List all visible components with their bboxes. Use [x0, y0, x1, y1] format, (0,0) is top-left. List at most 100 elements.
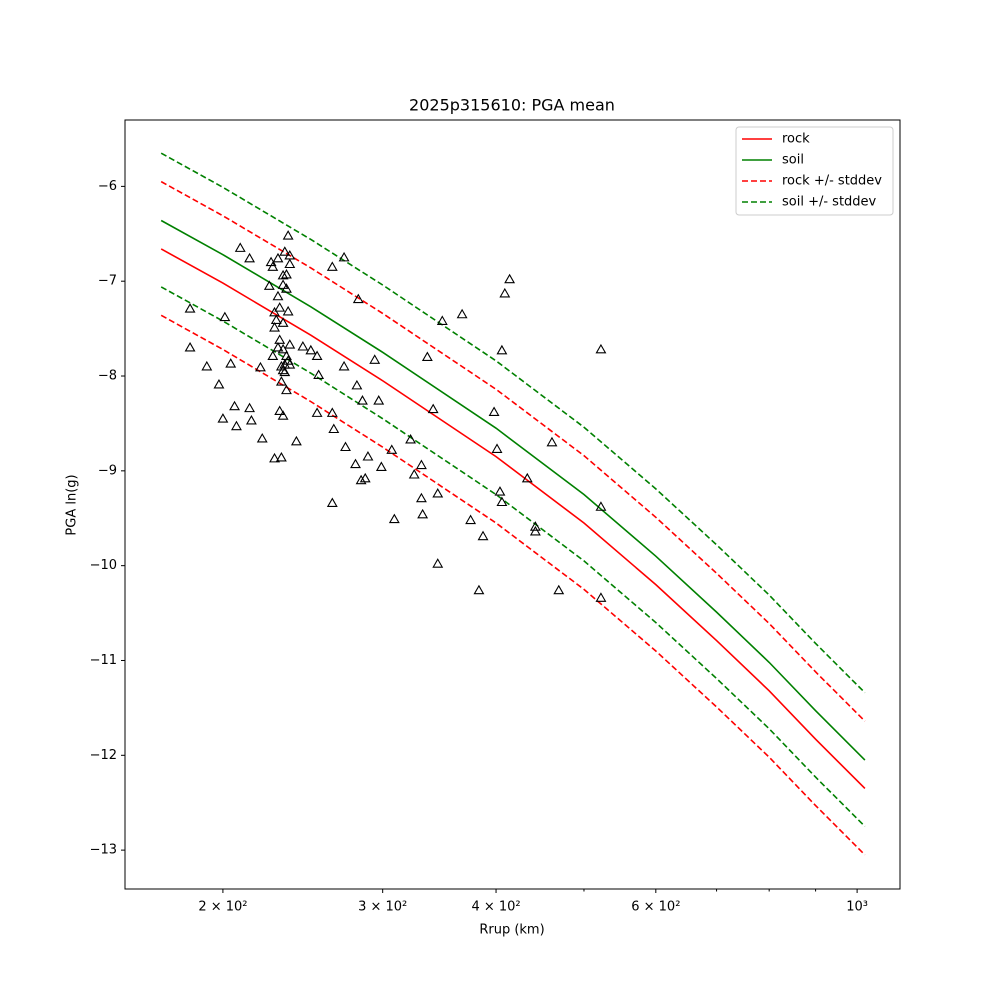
observation-marker — [290, 435, 302, 446]
x-tick-label: 10³ — [846, 900, 868, 915]
observation-marker — [231, 420, 242, 431]
observation-marker — [217, 413, 229, 423]
observation-marker — [277, 317, 289, 327]
observation-marker — [244, 402, 256, 413]
x-tick-label: 4 × 10² — [471, 900, 520, 915]
observation-marker — [274, 334, 286, 344]
observation-marker — [326, 407, 338, 417]
observation-marker — [284, 359, 296, 369]
observation-marker — [326, 261, 338, 271]
observation-marker — [255, 361, 266, 372]
observation-marker — [359, 472, 371, 483]
observation-marker — [284, 258, 296, 269]
observation-marker — [313, 369, 325, 379]
observation-marker — [595, 592, 607, 602]
observation-marker — [408, 469, 420, 479]
observation-marker — [432, 558, 444, 568]
line — [160, 219, 866, 761]
observation-marker — [362, 451, 374, 461]
observation-marker — [386, 444, 398, 454]
observation-marker — [277, 410, 289, 420]
y-axis-label: PGA ln(g) — [65, 474, 80, 535]
observation-marker — [388, 513, 400, 524]
observation-marker — [275, 451, 287, 462]
observation-marker — [350, 458, 361, 469]
observation-marker — [270, 314, 282, 324]
observation-marker — [357, 395, 368, 405]
y-tick-label: −6 — [98, 179, 117, 194]
observation-marker — [244, 252, 256, 263]
legend-label: rock +/- stddev — [782, 174, 882, 189]
observation-marker — [277, 269, 289, 280]
observation-marker — [473, 584, 485, 595]
observation-marker — [427, 403, 439, 414]
y-tick-label: −8 — [98, 369, 117, 384]
observation-marker — [351, 379, 363, 390]
observation-marker — [355, 474, 367, 485]
observation-marker — [245, 414, 257, 425]
observation-marker — [436, 315, 448, 325]
observation-marker — [263, 280, 275, 290]
observation-marker — [272, 290, 284, 301]
line — [160, 286, 866, 827]
observation-marker — [521, 472, 533, 483]
observation-marker — [225, 358, 237, 368]
observation-marker — [496, 496, 508, 507]
observation-marker — [352, 293, 364, 304]
observation-marker — [277, 343, 289, 354]
observation-marker — [184, 341, 196, 352]
observation-marker — [421, 351, 433, 361]
observation-marker — [281, 268, 292, 279]
observation-marker — [279, 366, 291, 377]
legend-label: soil +/- stddev — [782, 195, 877, 210]
observation-marker — [275, 376, 287, 386]
y-tick-label: −9 — [98, 463, 117, 478]
observation-marker — [282, 230, 294, 240]
observation-marker — [496, 344, 508, 355]
observation-marker — [281, 283, 292, 293]
y-tick-label: −12 — [90, 748, 117, 763]
observation-marker — [272, 341, 284, 352]
observation-marker — [529, 521, 541, 531]
y-tick-label: −13 — [90, 843, 117, 858]
observation-marker — [340, 441, 351, 452]
observation-marker — [234, 242, 246, 252]
observation-marker — [491, 443, 503, 453]
observation-marker — [432, 487, 444, 498]
observation-marker — [267, 350, 279, 361]
y-tick-label: −11 — [90, 653, 117, 668]
observation-marker — [595, 501, 607, 511]
observation-marker — [213, 378, 225, 389]
observation-marker — [494, 486, 506, 496]
line — [160, 180, 866, 722]
line — [160, 248, 866, 790]
observation-marker — [456, 308, 468, 319]
observation-marker — [267, 261, 279, 271]
observation-marker — [272, 252, 284, 263]
observation-marker — [284, 339, 296, 349]
legend-box — [735, 126, 894, 216]
line — [160, 152, 866, 694]
observation-marker — [326, 497, 338, 508]
observation-marker — [373, 395, 385, 405]
x-axis-label: Rrup (km) — [479, 923, 544, 938]
observation-marker — [338, 360, 350, 371]
observation-marker — [311, 407, 323, 417]
legend-label: rock — [782, 132, 810, 147]
chart-title: 2025p315610: PGA mean — [409, 96, 615, 115]
observation-marker — [338, 251, 350, 262]
observation-marker — [269, 452, 280, 463]
observation-marker — [269, 322, 280, 332]
observation-marker — [201, 360, 213, 371]
plot-frame — [124, 119, 901, 890]
observation-marker — [553, 584, 565, 595]
observation-marker — [488, 406, 500, 416]
observation-marker — [274, 302, 286, 312]
observation-marker — [546, 436, 558, 447]
observation-marker — [256, 432, 268, 443]
observation-marker — [274, 405, 286, 416]
plot-area: 2 × 10² 3 × 10² 4 × 10² 6 × 10² 10³ −6 −7 −8 −9 −… — [90, 119, 901, 915]
observation-marker — [465, 514, 477, 525]
observation-marker — [417, 508, 429, 519]
